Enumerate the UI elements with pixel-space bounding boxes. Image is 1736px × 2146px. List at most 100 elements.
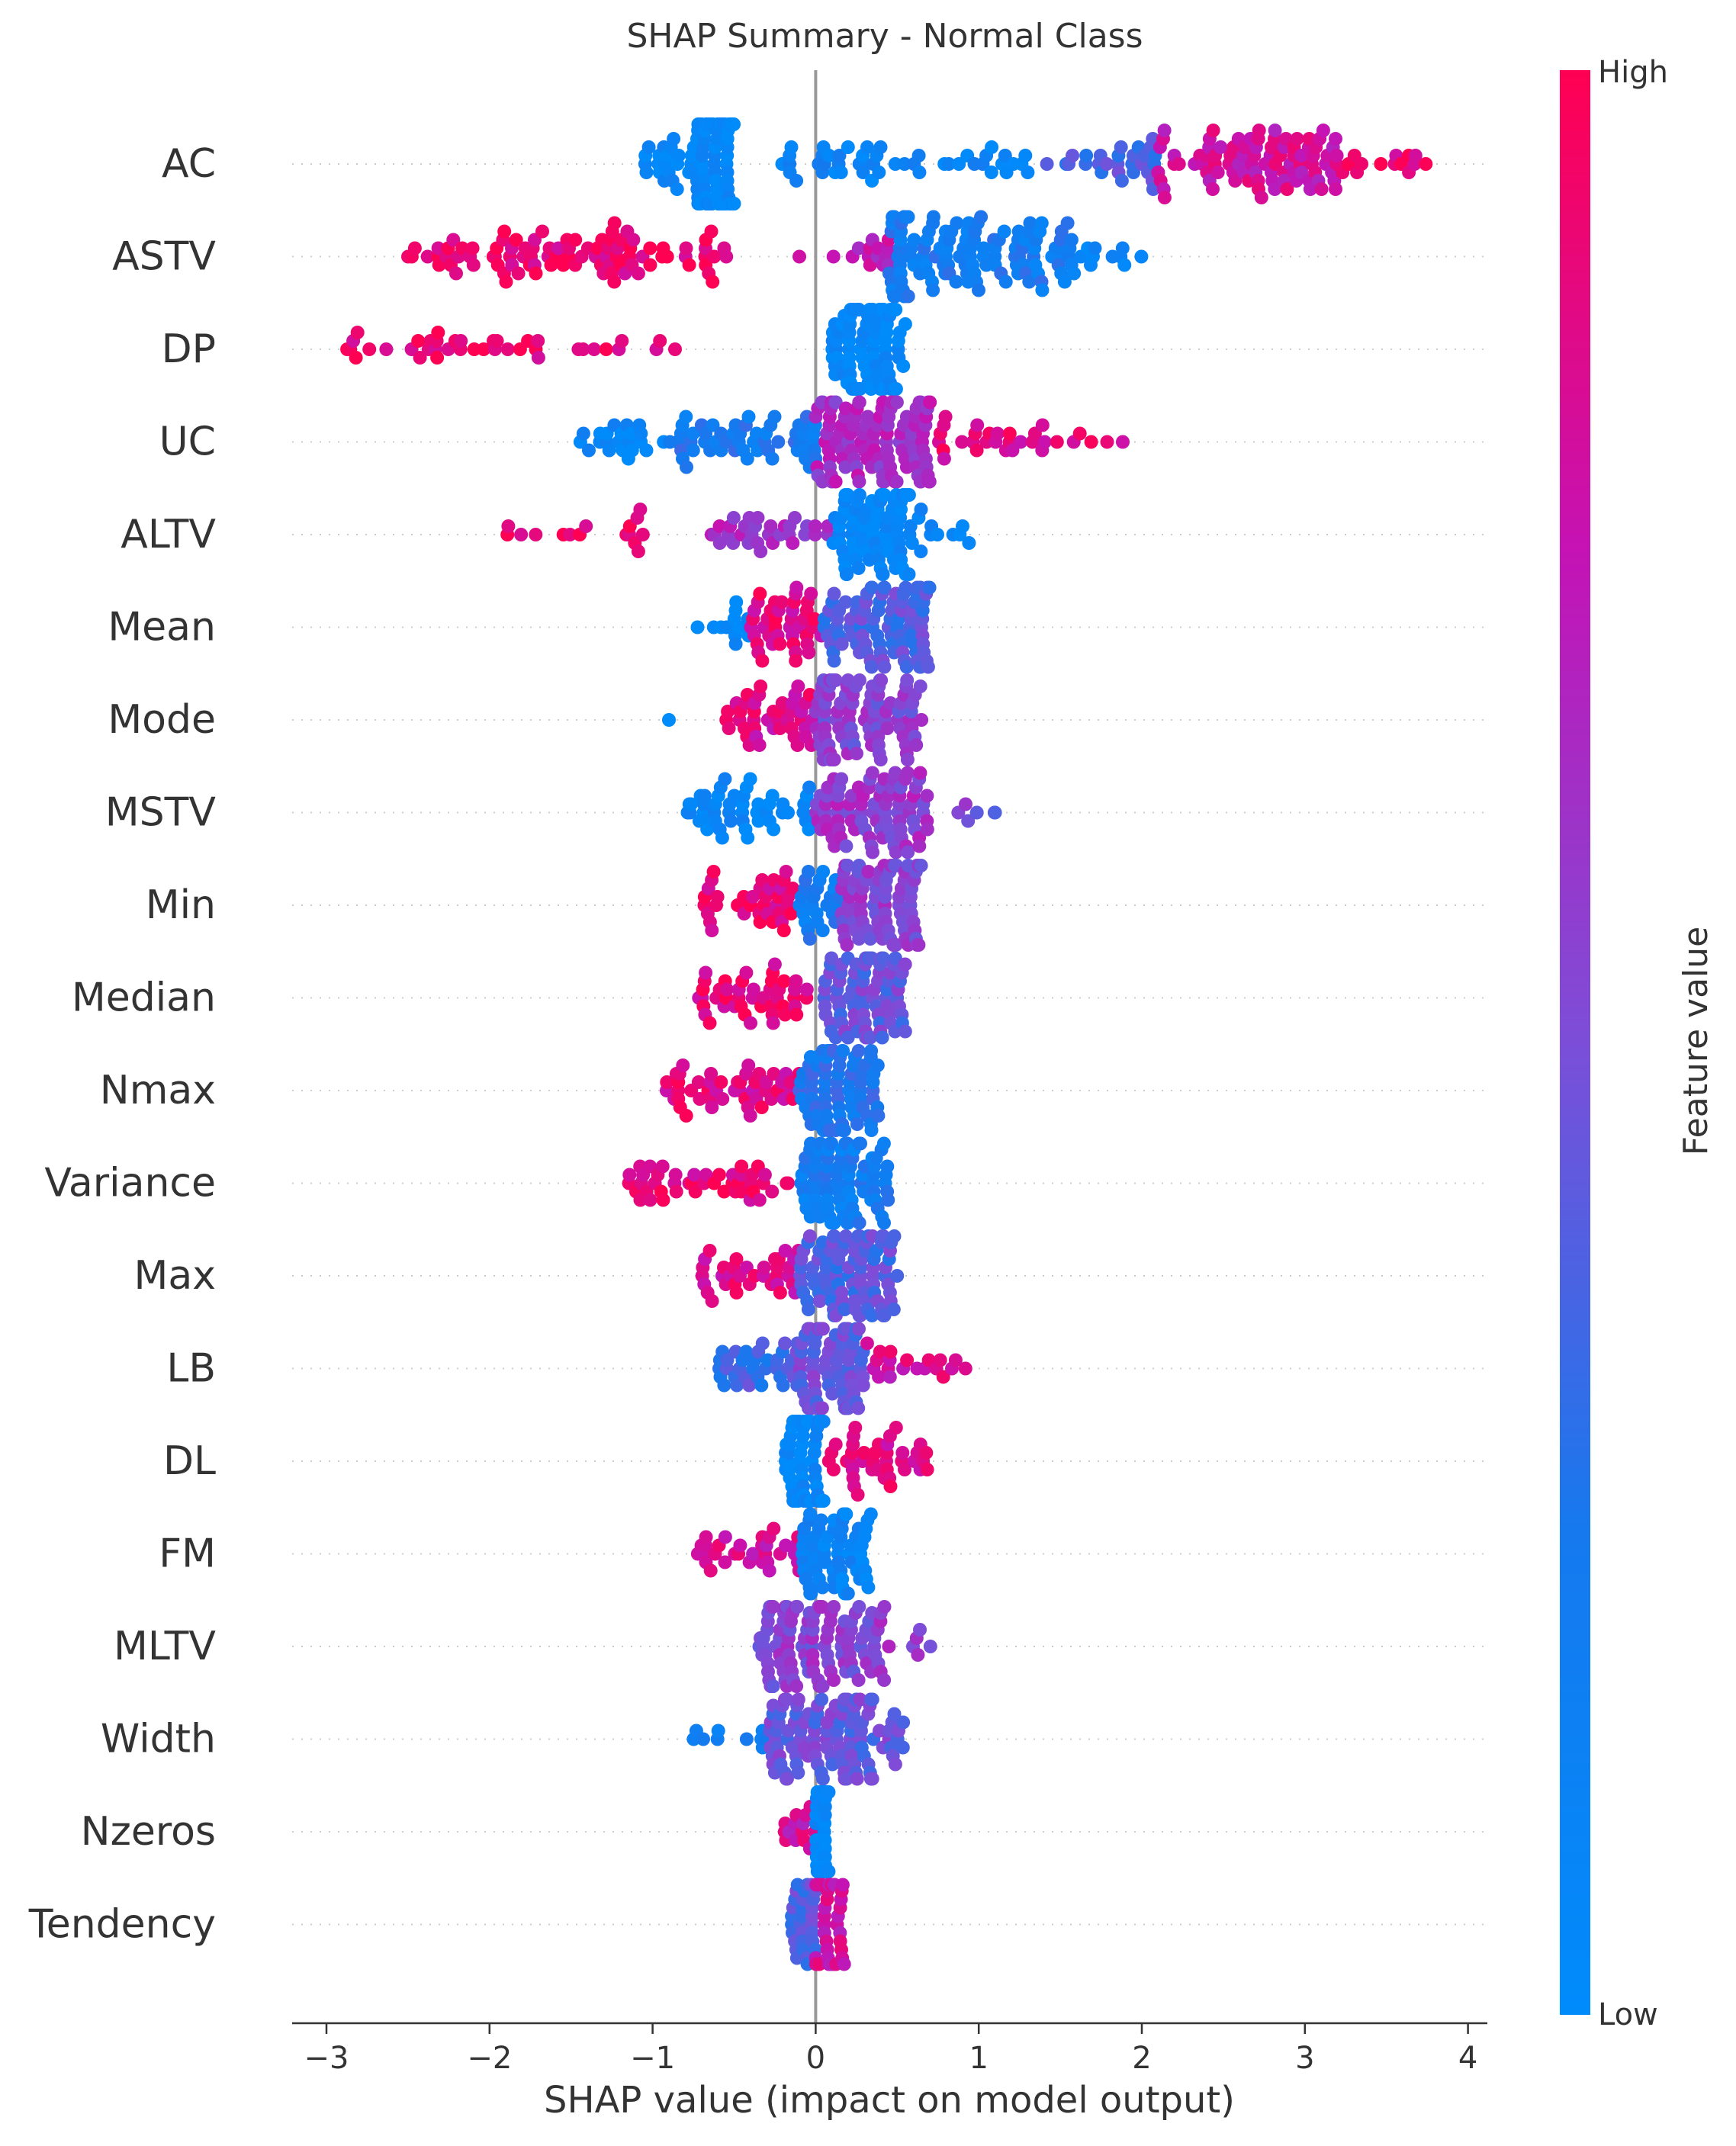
shap-point-mstv xyxy=(839,839,854,853)
shap-point-mstv xyxy=(743,772,757,786)
shap-point-astv xyxy=(607,275,622,289)
x-tick-label: −1 xyxy=(630,2041,675,2076)
shap-point-astv xyxy=(792,249,806,264)
shap-point-uc xyxy=(838,460,853,474)
shap-point-ac xyxy=(1157,191,1172,204)
shap-point-max xyxy=(827,1229,841,1243)
feature-label-mode: Mode xyxy=(108,697,216,743)
feature-label-dp: DP xyxy=(162,326,216,372)
shap-point-mltv xyxy=(766,1600,780,1614)
shap-point-ac xyxy=(1157,124,1172,137)
shap-point-ac xyxy=(832,149,847,162)
shap-point-median xyxy=(720,982,734,997)
shap-point-altv xyxy=(764,519,778,533)
shap-point-mean xyxy=(728,637,743,651)
shap-point-variance xyxy=(668,1168,683,1182)
shap-point-width xyxy=(873,1724,886,1738)
shap-point-fm xyxy=(841,1586,855,1601)
shap-point-uc xyxy=(741,410,756,424)
x-tick-label: 2 xyxy=(1132,2041,1151,2076)
shap-point-uc xyxy=(706,418,720,432)
shap-point-median xyxy=(699,965,713,980)
shap-point-mean xyxy=(921,660,935,674)
shap-point-ac xyxy=(873,140,888,154)
shap-point-ac xyxy=(985,140,999,154)
feature-label-mstv: MSTV xyxy=(105,790,217,836)
shap-points xyxy=(340,117,1433,1971)
shap-point-mltv xyxy=(827,1600,841,1614)
shap-point-uc xyxy=(1072,426,1087,441)
shap-point-uc xyxy=(680,460,693,474)
shap-point-median xyxy=(767,957,782,972)
shap-point-astv xyxy=(1035,283,1050,297)
shap-point-fm xyxy=(814,1513,828,1528)
shap-point-nmax xyxy=(864,1044,879,1058)
shap-point-ac xyxy=(834,165,848,179)
shap-point-fm xyxy=(804,1586,818,1601)
shap-point-dp xyxy=(490,334,504,348)
shap-point-astv xyxy=(643,258,657,272)
shap-point-mode xyxy=(913,679,927,693)
shap-point-mstv xyxy=(715,830,729,845)
shap-point-astv xyxy=(1117,258,1132,272)
shap-point-altv xyxy=(902,488,916,502)
shap-point-dp xyxy=(379,342,394,356)
shap-point-uc xyxy=(889,395,904,410)
shap-point-mean xyxy=(807,612,821,626)
shap-point-min xyxy=(911,938,926,952)
shap-point-mltv xyxy=(882,1640,896,1653)
shap-point-uc xyxy=(765,451,780,466)
shap-point-max xyxy=(887,1229,902,1243)
shap-point-ac xyxy=(727,117,741,131)
shap-point-uc xyxy=(1050,435,1064,449)
shap-point-mltv xyxy=(827,1673,841,1687)
shap-point-fm xyxy=(861,1580,876,1595)
shap-point-median xyxy=(776,974,791,988)
shap-point-altv xyxy=(808,519,822,533)
shap-point-fm xyxy=(863,1507,878,1521)
shap-point-uc xyxy=(1100,435,1114,449)
colorbar-low-label: Low xyxy=(1598,1997,1658,2032)
shap-point-variance xyxy=(734,1184,748,1199)
shap-point-tendency xyxy=(835,1878,850,1892)
shap-point-lb xyxy=(936,1370,950,1384)
chart-title: SHAP Summary - Normal Class xyxy=(626,17,1143,56)
shap-point-astv xyxy=(1067,266,1082,281)
shap-point-uc xyxy=(679,410,693,424)
shap-point-uc xyxy=(771,435,786,449)
shap-point-fm xyxy=(762,1563,776,1578)
shap-point-uc xyxy=(1014,435,1028,449)
shap-point-min xyxy=(779,865,793,879)
shap-point-median xyxy=(825,951,839,965)
shap-point-altv xyxy=(712,519,727,533)
shap-point-mstv xyxy=(724,814,738,828)
shap-point-nmax xyxy=(676,1059,690,1072)
shap-point-dl xyxy=(883,1479,898,1493)
shap-point-dp xyxy=(898,317,912,331)
feature-label-variance: Variance xyxy=(44,1161,216,1206)
shap-point-uc xyxy=(1035,418,1050,432)
shap-point-mode xyxy=(883,696,898,710)
shap-point-ac xyxy=(1127,165,1140,179)
shap-point-dp xyxy=(668,342,682,356)
shap-point-uc xyxy=(1002,426,1017,441)
shap-point-ac xyxy=(1114,140,1128,154)
shap-point-dp xyxy=(896,359,911,373)
shap-point-altv xyxy=(514,528,529,541)
feature-label-altv: ALTV xyxy=(121,512,216,557)
shap-point-min xyxy=(914,859,928,872)
shap-point-altv xyxy=(754,545,768,558)
shap-point-dp xyxy=(531,351,545,365)
shap-point-mstv xyxy=(920,789,934,803)
shap-point-mean xyxy=(877,580,892,595)
shap-point-uc xyxy=(1084,435,1098,449)
shap-point-nmax xyxy=(743,1109,757,1123)
shap-point-max xyxy=(702,1244,717,1258)
shap-point-width xyxy=(791,1692,805,1707)
shap-point-mltv xyxy=(913,1623,927,1637)
shap-point-mstv xyxy=(802,822,816,837)
shap-point-variance xyxy=(876,1136,891,1151)
shap-point-nmax xyxy=(836,1044,850,1058)
shap-point-mean xyxy=(753,586,767,601)
shap-point-altv xyxy=(956,519,969,533)
